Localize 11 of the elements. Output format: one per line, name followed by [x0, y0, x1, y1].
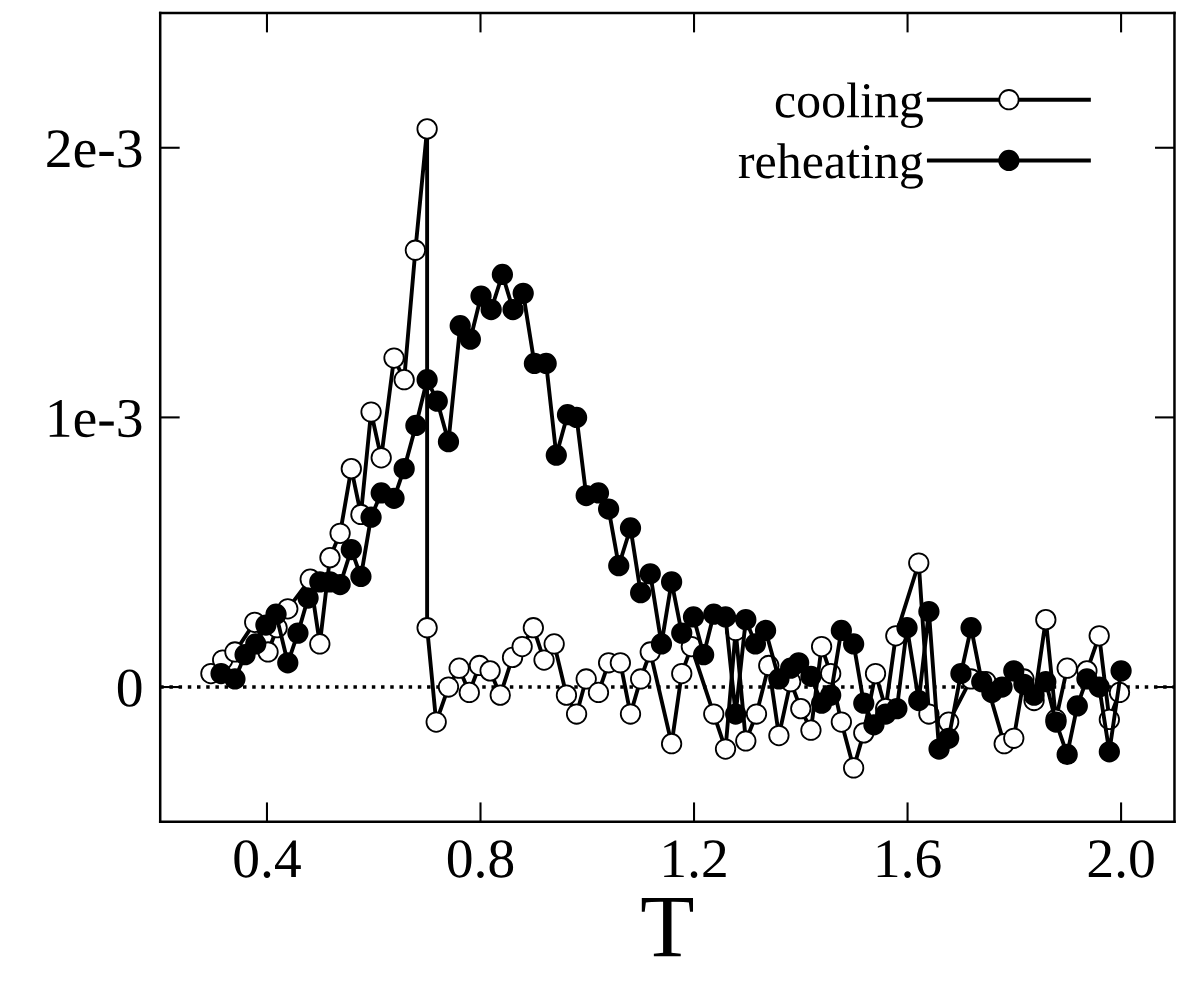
legend-label: reheating [738, 143, 923, 189]
legend-label: cooling [775, 82, 923, 128]
x-tick-label: 2.0 [1088, 840, 1154, 878]
x-tick-label: 0.4 [234, 840, 301, 878]
y-tick-label: 1e-3 [49, 399, 142, 438]
x-tick-label: 1.2 [664, 840, 726, 878]
x-axis-title: T [641, 897, 694, 957]
y-tick-label: 0 [117, 669, 142, 707]
y-tick-label: 2e-3 [47, 130, 142, 168]
x-tick-label: 1.6 [877, 840, 941, 878]
x-tick-label: 0.8 [447, 840, 514, 878]
